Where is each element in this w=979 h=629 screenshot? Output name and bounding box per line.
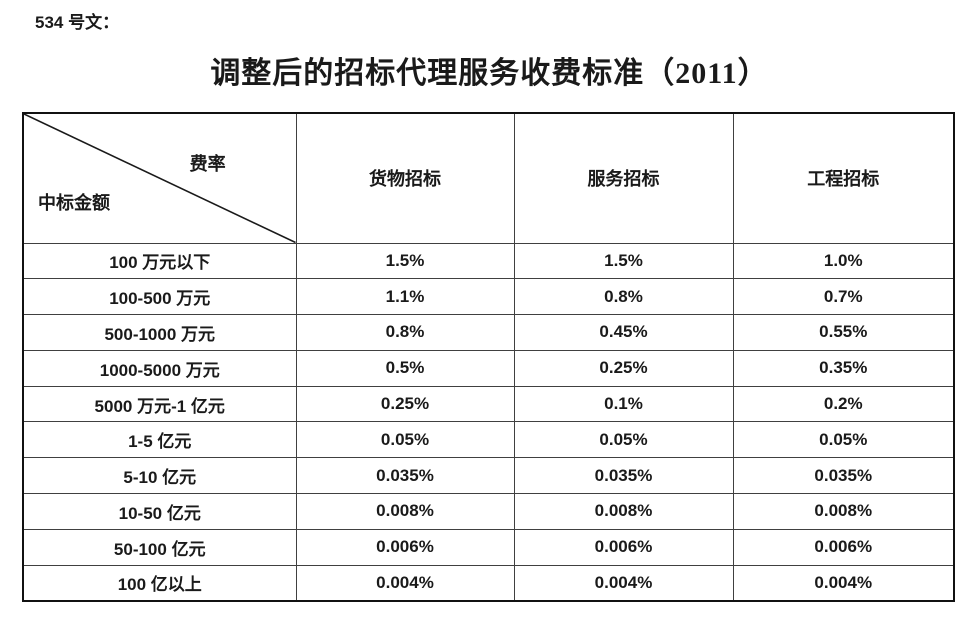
table-row: 1000-5000 万元 0.5% 0.25% 0.35%	[22, 349, 955, 387]
rate-cell: 0.35%	[732, 349, 955, 387]
rate-cell: 1.0%	[732, 242, 955, 280]
rate-cell: 0.55%	[732, 314, 955, 351]
row-label: 50-100 亿元	[22, 528, 297, 566]
column-header-engineering: 工程招标	[732, 112, 955, 244]
rate-cell: 0.008%	[732, 493, 955, 530]
diagonal-header-cell: 费率 中标金额	[22, 112, 297, 244]
row-label: 5000 万元-1 亿元	[22, 385, 297, 423]
page-title: 调整后的招标代理服务收费标准（2011）	[210, 57, 769, 90]
row-label: 100-500 万元	[22, 278, 297, 316]
table-row: 100-500 万元 1.1% 0.8% 0.7%	[22, 278, 955, 316]
rate-cell: 0.8%	[513, 278, 734, 316]
row-label: 1-5 亿元	[22, 421, 297, 459]
table-row: 10-50 亿元 0.008% 0.008% 0.008%	[22, 493, 955, 530]
rate-cell: 0.035%	[732, 457, 955, 495]
rate-cell: 1.5%	[295, 242, 515, 280]
table-row: 500-1000 万元 0.8% 0.45% 0.55%	[22, 314, 955, 351]
rate-cell: 0.7%	[732, 278, 955, 316]
rate-cell: 0.5%	[295, 349, 515, 387]
fee-table-body: 100 万元以下 1.5% 1.5% 1.0% 100-500 万元 1.1% 0.8% 0.…	[22, 242, 955, 602]
rate-cell: 0.05%	[513, 421, 734, 459]
row-label: 5-10 亿元	[22, 457, 297, 495]
table-row: 100 亿以上 0.004% 0.004% 0.004%	[22, 564, 955, 602]
rate-cell: 0.008%	[295, 493, 515, 530]
row-label: 500-1000 万元	[22, 314, 297, 351]
rate-cell: 0.006%	[732, 528, 955, 566]
rate-cell: 0.05%	[295, 421, 515, 459]
table-row: 1-5 亿元 0.05% 0.05% 0.05%	[22, 421, 955, 459]
row-label: 100 万元以下	[22, 242, 297, 280]
rate-cell: 0.05%	[732, 421, 955, 459]
rate-cell: 0.004%	[513, 564, 734, 602]
rate-cell: 0.1%	[513, 385, 734, 423]
rate-cell: 0.035%	[295, 457, 515, 495]
column-header-goods: 货物招标	[295, 112, 515, 244]
fee-table: 费率 中标金额 货物招标 服务招标 工程招标 100 万元以下 1.5% 1.5% 1…	[22, 112, 955, 602]
rate-cell: 0.004%	[295, 564, 515, 602]
rate-cell: 0.8%	[295, 314, 515, 351]
row-label: 10-50 亿元	[22, 493, 297, 530]
table-row: 100 万元以下 1.5% 1.5% 1.0%	[22, 242, 955, 280]
row-label: 1000-5000 万元	[22, 349, 297, 387]
table-row: 5-10 亿元 0.035% 0.035% 0.035%	[22, 457, 955, 495]
rate-cell: 0.006%	[513, 528, 734, 566]
column-header-services: 服务招标	[513, 112, 734, 244]
table-row: 5000 万元-1 亿元 0.25% 0.1% 0.2%	[22, 385, 955, 423]
rate-cell: 0.2%	[732, 385, 955, 423]
rate-cell: 0.004%	[732, 564, 955, 602]
corner-label-rate: 费率	[189, 154, 226, 174]
rate-cell: 1.5%	[513, 242, 734, 280]
rate-cell: 0.008%	[513, 493, 734, 530]
doc-number-label: 534 号文：	[35, 13, 120, 32]
corner-label-bid-amount: 中标金额	[38, 192, 110, 213]
header-row: 费率 中标金额 货物招标 服务招标 工程招标	[22, 112, 955, 244]
rate-cell: 1.1%	[295, 278, 515, 316]
rate-cell: 0.035%	[513, 457, 734, 495]
row-label: 100 亿以上	[22, 564, 297, 602]
rate-cell: 0.25%	[295, 385, 515, 423]
rate-cell: 0.006%	[295, 528, 515, 566]
rate-cell: 0.25%	[513, 349, 734, 387]
rate-cell: 0.45%	[513, 314, 734, 351]
table-row: 50-100 亿元 0.006% 0.006% 0.006%	[22, 528, 955, 566]
diagonal-divider-line	[24, 114, 296, 243]
